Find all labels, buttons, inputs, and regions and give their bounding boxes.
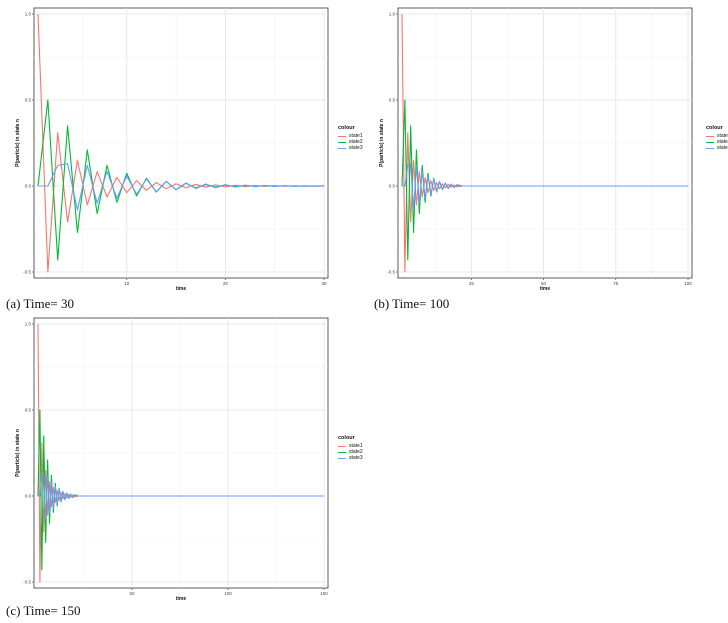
x-tick-label: 50 [130, 591, 136, 596]
x-axis-label: time [540, 286, 551, 292]
x-tick-label: 50 [541, 281, 547, 286]
x-axis-label: time [176, 286, 187, 292]
legend-swatch [338, 445, 346, 448]
legend-title: colour [338, 125, 355, 131]
legend-item-state3: state3 [338, 456, 363, 462]
chart-legend: colour state1 state2 state3 [338, 125, 363, 152]
y-axis-label: P(particle) in state n [15, 119, 21, 167]
y-tick-label: -0.5 [23, 270, 31, 275]
legend-swatch [338, 147, 346, 150]
legend-label: state2 [349, 449, 363, 455]
series-line-state3 [402, 163, 688, 211]
y-tick-label: 0.0 [25, 184, 32, 189]
y-tick-label: 1.0 [25, 322, 32, 327]
figure-caption: (b) Time= 100 [374, 296, 450, 311]
x-tick-label: 30 [321, 281, 327, 286]
line-chart: -0.5 0.0 0.5 1.0 25 50 75 100 time P(particle) in… [379, 7, 693, 292]
legend-label: state2 [717, 139, 728, 145]
figure-caption: (c) Time= 150 [6, 603, 81, 618]
legend-label: state1 [349, 443, 363, 449]
y-tick-label: 0.0 [389, 184, 396, 189]
x-tick-label: 100 [224, 591, 232, 596]
legend-swatch [706, 141, 714, 144]
x-tick-label: 20 [223, 281, 229, 286]
legend-label: state1 [717, 133, 728, 139]
legend-item-state3: state3 [338, 146, 363, 152]
chart-panel-c: -0.5 0.0 0.5 1.0 50 100 150 time P(particle) in … [8, 316, 330, 602]
legend-label: state3 [349, 455, 363, 461]
series-line-state3 [38, 163, 325, 211]
x-tick-label: 75 [613, 281, 619, 286]
legend-title: colour [338, 435, 355, 441]
legend-item-state1: state1 [338, 444, 363, 450]
legend-item-state3: state3 [706, 146, 728, 152]
legend-swatch [338, 457, 346, 460]
y-tick-label: -0.5 [23, 580, 31, 585]
legend-label: state1 [349, 133, 363, 139]
legend-item-state2: state2 [338, 140, 363, 146]
chart-legend: colour state1 state2 state3 [706, 125, 728, 152]
y-axis-label: P(particle) in state n [379, 119, 385, 167]
x-tick-label: 100 [684, 281, 692, 286]
legend-label: state2 [349, 139, 363, 145]
legend-title: colour [706, 125, 723, 131]
series-line-state3 [38, 473, 324, 521]
legend-swatch [338, 451, 346, 454]
legend-item-state1: state1 [706, 134, 728, 140]
x-tick-label: 10 [124, 281, 130, 286]
y-tick-label: 0.5 [389, 98, 396, 103]
line-chart: -0.5 0.0 0.5 1.0 50 100 150 time P(particle) in … [15, 317, 329, 602]
chart-panel-b: -0.5 0.0 0.5 1.0 25 50 75 100 time P(particle) in… [372, 6, 694, 292]
legend-item-state1: state1 [338, 134, 363, 140]
legend-label: state3 [717, 145, 728, 151]
y-tick-label: 1.0 [389, 12, 396, 17]
y-tick-label: 0.0 [25, 494, 32, 499]
y-tick-label: 0.5 [25, 98, 32, 103]
y-axis-label: P(particle) in state n [15, 429, 21, 477]
legend-item-state2: state2 [706, 140, 728, 146]
y-tick-label: 1.0 [25, 12, 32, 17]
legend-label: state3 [349, 145, 363, 151]
chart-legend: colour state1 state2 state3 [338, 435, 363, 462]
y-tick-label: -0.5 [387, 270, 395, 275]
legend-swatch [338, 135, 346, 138]
y-tick-label: 0.5 [25, 408, 32, 413]
chart-panel-a: -0.5 0.0 0.5 1.0 10 20 30 time P(particle) in st… [8, 6, 330, 292]
x-tick-label: 150 [320, 591, 328, 596]
x-axis-label: time [176, 596, 187, 602]
figure-caption: (a) Time= 30 [6, 296, 75, 311]
legend-swatch [338, 141, 346, 144]
legend-swatch [706, 147, 714, 150]
x-tick-label: 25 [469, 281, 475, 286]
line-chart: -0.5 0.0 0.5 1.0 10 20 30 time P(particle) in st… [15, 7, 329, 292]
legend-swatch [706, 135, 714, 138]
legend-item-state2: state2 [338, 450, 363, 456]
